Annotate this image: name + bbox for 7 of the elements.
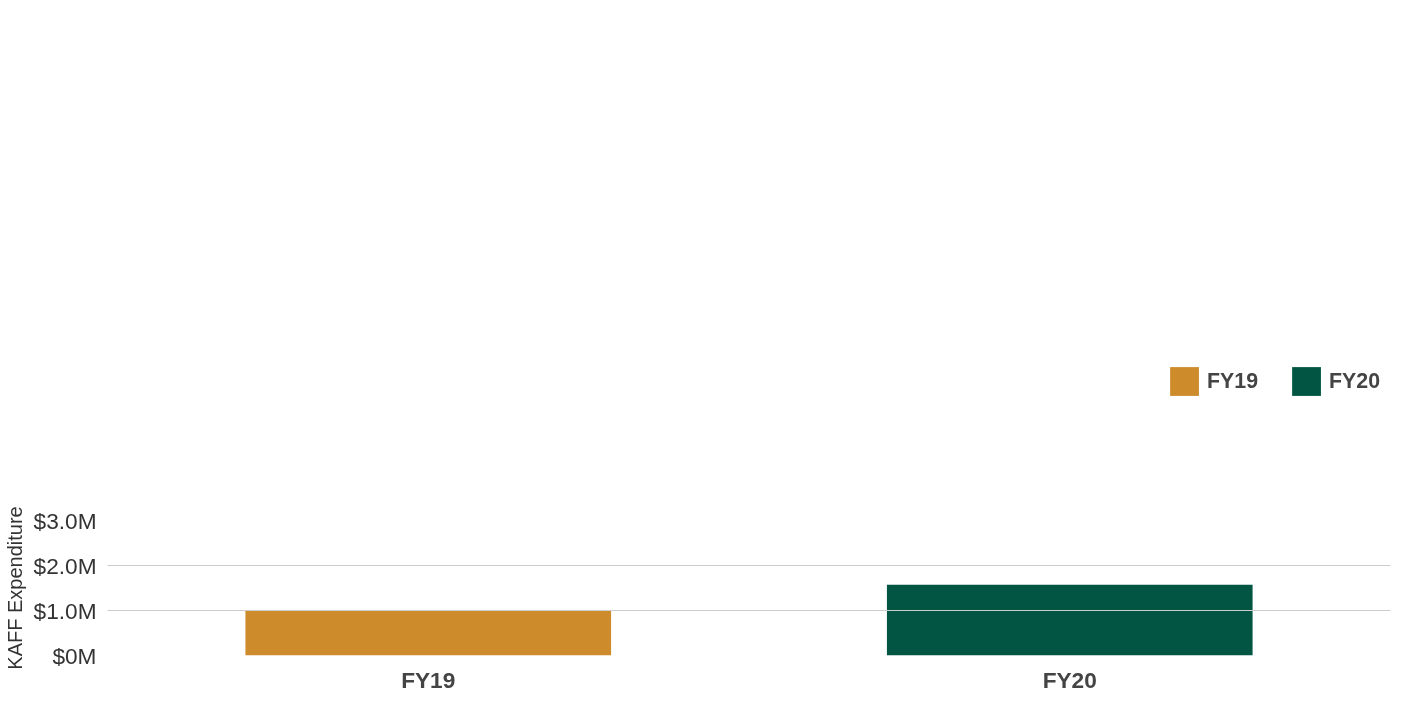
y-tick-label: $2.0M — [33, 552, 97, 579]
y-tick-label: $1.0M — [33, 597, 97, 624]
y-axis-title: KAFF Expenditure — [3, 506, 26, 670]
legend-label: FY20 — [1329, 368, 1380, 394]
y-tick-label: $3.0M — [33, 507, 97, 534]
legend-label: FY19 — [1207, 368, 1259, 394]
y-tick-label: $0M — [52, 642, 97, 669]
